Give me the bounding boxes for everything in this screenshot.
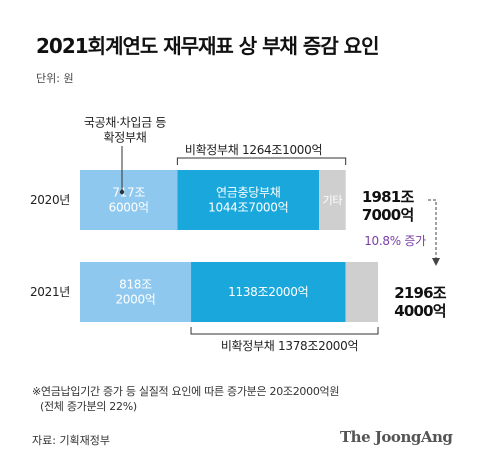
growth-arrow-head: [432, 258, 440, 266]
footnote-line1: ※연금납입기간 증가 등 실질적 요인에 따른 증가분은 20조2000억원: [32, 385, 340, 398]
bar-label-1-2: 연금충당부채 1044조7000억: [208, 186, 288, 215]
fixed-debt-dot: [119, 189, 125, 195]
bar-label-1-1: 717조 6000억: [109, 186, 149, 215]
bar-1-seg-3: [319, 170, 346, 230]
bar-2-seg-1: [80, 262, 192, 322]
chart-title: 2021회계연도 재무재표 상 부채 증감 요인: [36, 34, 379, 58]
bar-1-seg-1: [80, 170, 178, 230]
total-label-2: 2196조 4000억: [394, 284, 447, 320]
nonfixed-label-2021: 비확정부채 1378조2000억: [221, 339, 358, 353]
unit-label: 단위: 원: [36, 72, 74, 85]
fixed-debt-label: 국공채·차입금 등 확정부채: [84, 116, 166, 145]
total-label-1: 1981조 7000억: [362, 188, 415, 224]
publisher-logo: The JoongAng: [340, 428, 453, 446]
bar-2-seg-3: [345, 262, 378, 322]
growth-arrow-line: [428, 199, 437, 262]
bar-1-seg-2: [177, 170, 320, 230]
bar-label-2-2: 1138조2000억: [228, 285, 308, 299]
category-label-2: 2021년: [30, 285, 70, 299]
category-label-1: 2020년: [30, 193, 70, 207]
growth-label: 10.8% 증가: [364, 234, 426, 248]
bar-label-2-1: 818조 2000억: [115, 278, 155, 307]
footnote-line2: (전체 증가분의 22%): [40, 400, 137, 413]
nonfixed-brace-2020: [176, 157, 347, 165]
bar-2-seg-2: [191, 262, 346, 322]
source-label: 자료: 기획재정부: [32, 434, 111, 447]
bar-label-1-3: 기타: [323, 194, 343, 207]
nonfixed-label-2020: 비확정부채 1264조1000억: [185, 143, 322, 157]
nonfixed-brace-2021: [190, 327, 379, 335]
